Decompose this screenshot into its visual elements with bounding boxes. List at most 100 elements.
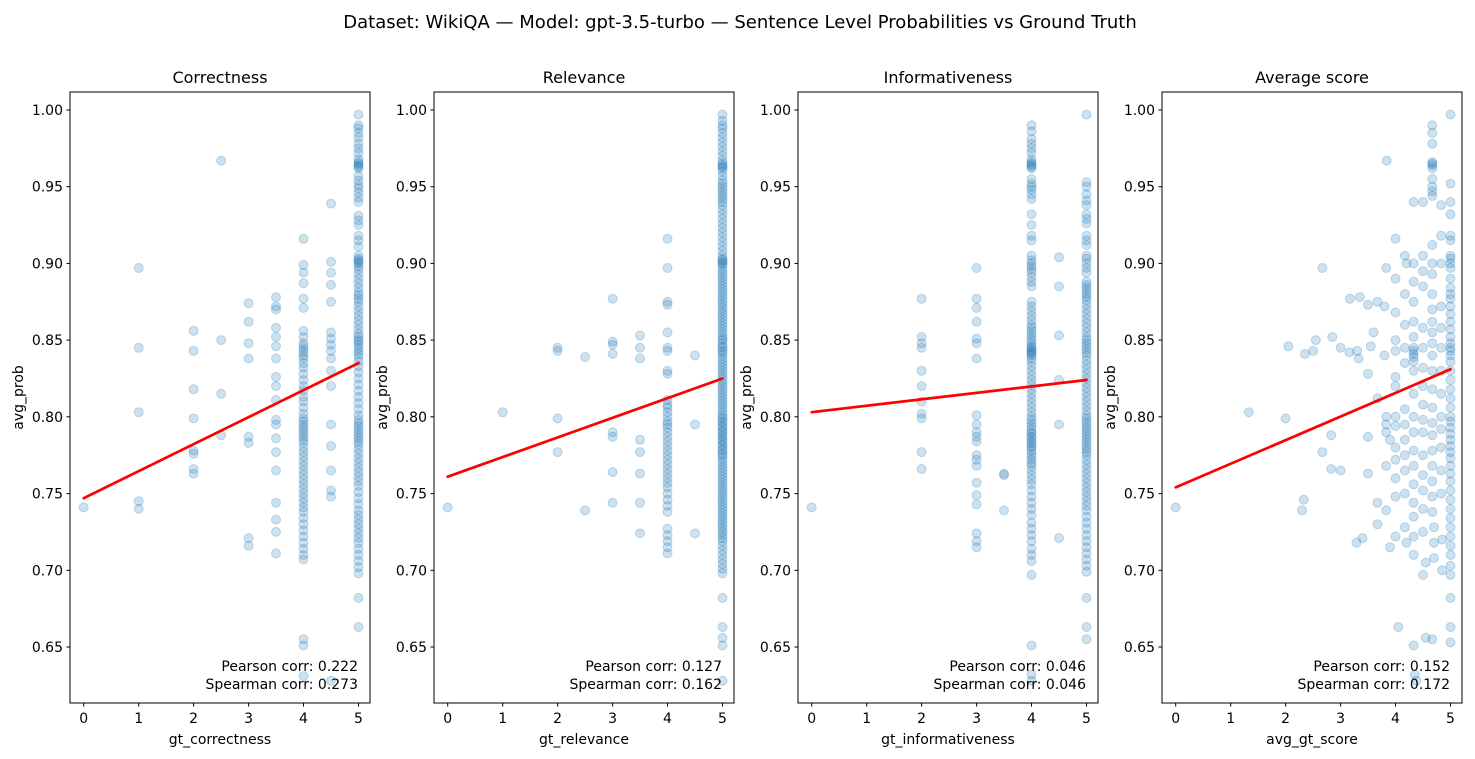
scatter-point [1390,345,1401,356]
scatter-point [1390,531,1401,542]
scatter-point [1081,267,1092,278]
scatter-point [1399,488,1410,499]
scatter-point [1427,316,1438,327]
scatter-point [1408,197,1419,207]
scatter-point [1081,511,1092,522]
figure-title: Dataset: WikiQA — Model: gpt-3.5-turbo —… [343,12,1137,33]
scatter-point [1436,442,1447,453]
scatter-point [1026,436,1037,447]
scatter-point [326,381,336,392]
scatter-point [1427,289,1438,300]
scatter-point [1026,325,1037,336]
scatter-point [298,554,309,565]
scatter-point [662,419,673,430]
scatter-point [133,407,144,418]
scatter-point [1081,517,1092,528]
scatter-point [353,161,364,172]
scatter-point [1081,496,1092,507]
scatter-point [717,431,728,442]
scatter-point [1381,427,1392,438]
scatter-point [717,146,728,157]
scatter-point [717,356,728,367]
scatter-point [1026,276,1037,287]
scatter-point [999,470,1009,481]
scatter-point [717,468,728,479]
subplot-informativeness: 0 1 2 3 4 5 0.65 0.70 0.75 0.80 0.85 0.90 0.95 1.00 I… [739,68,1099,748]
scatter-point [607,431,618,442]
scatter-point [243,533,254,544]
scatter-point [353,480,364,491]
scatter-point [1408,445,1419,456]
scatter-point [353,556,364,567]
scatter-point [1418,485,1428,496]
scatter-point [717,517,728,528]
scatter-point [580,352,591,362]
scatter-point [1436,258,1447,269]
scatter-point [1408,460,1419,471]
scatter-point [298,497,309,508]
pearson-corr-label: Pearson corr: 0.152 [1313,659,1450,675]
plot-border [1161,91,1463,704]
scatter-point [133,342,144,353]
scatter-point [1026,181,1037,192]
scatter-point [353,310,364,321]
scatter-point [916,447,927,458]
scatter-point [298,493,309,504]
scatter-point [662,402,673,413]
plot-border [69,91,371,704]
scatter-point [1408,276,1419,287]
scatter-point [1026,675,1037,686]
scatter-point [717,465,728,476]
scatter-point [717,184,728,195]
x-tick-label: 5 [718,711,727,727]
scatter-point [1427,186,1438,197]
scatter-point [271,292,281,303]
scatter-point [1026,178,1037,189]
scatter-point [1418,427,1428,438]
x-tick-label: 1 [1226,711,1235,727]
scatter-point [353,215,364,226]
scatter-point [662,530,673,540]
scatter-point [1445,540,1456,551]
scatter-point [1408,356,1419,367]
scatter-point [353,210,364,221]
scatter-point [1436,424,1447,435]
scatter-point [1427,163,1438,174]
scatter-point [1365,341,1376,352]
scatter-point [326,675,336,686]
scatter-point [188,384,199,395]
scatter-point [1445,301,1456,312]
scatter-point [1445,356,1456,367]
scatter-point [717,439,728,450]
scatter-point [717,411,728,422]
scatter-point [607,339,618,350]
scatter-point [717,263,728,273]
scatter-point [971,302,982,313]
scatter-point [1026,258,1037,269]
scatter-point [298,640,309,651]
scatter-point [1081,482,1092,493]
scatter-point [717,204,728,215]
scatter-point [717,246,728,257]
scatter-point [662,441,673,451]
scatter-point [298,488,309,499]
scatter-point [1081,189,1092,200]
scatter-point [353,138,364,149]
scatter-point [1445,263,1456,273]
scatter-point [298,353,309,364]
scatter-point [1081,213,1092,224]
scatter-point [717,387,728,398]
scatter-point [1081,292,1092,303]
scatter-point [1026,497,1037,508]
scatter-point [298,293,309,304]
scatter-point [717,434,728,445]
scatter-point [353,335,364,346]
scatter-point [1427,190,1438,201]
scatter-point [1445,197,1456,207]
scatter-point [1335,465,1346,476]
scatter-point [916,365,927,376]
scatter-point [298,368,309,379]
scatter-point [1081,505,1092,516]
scatter-point [1385,434,1395,445]
